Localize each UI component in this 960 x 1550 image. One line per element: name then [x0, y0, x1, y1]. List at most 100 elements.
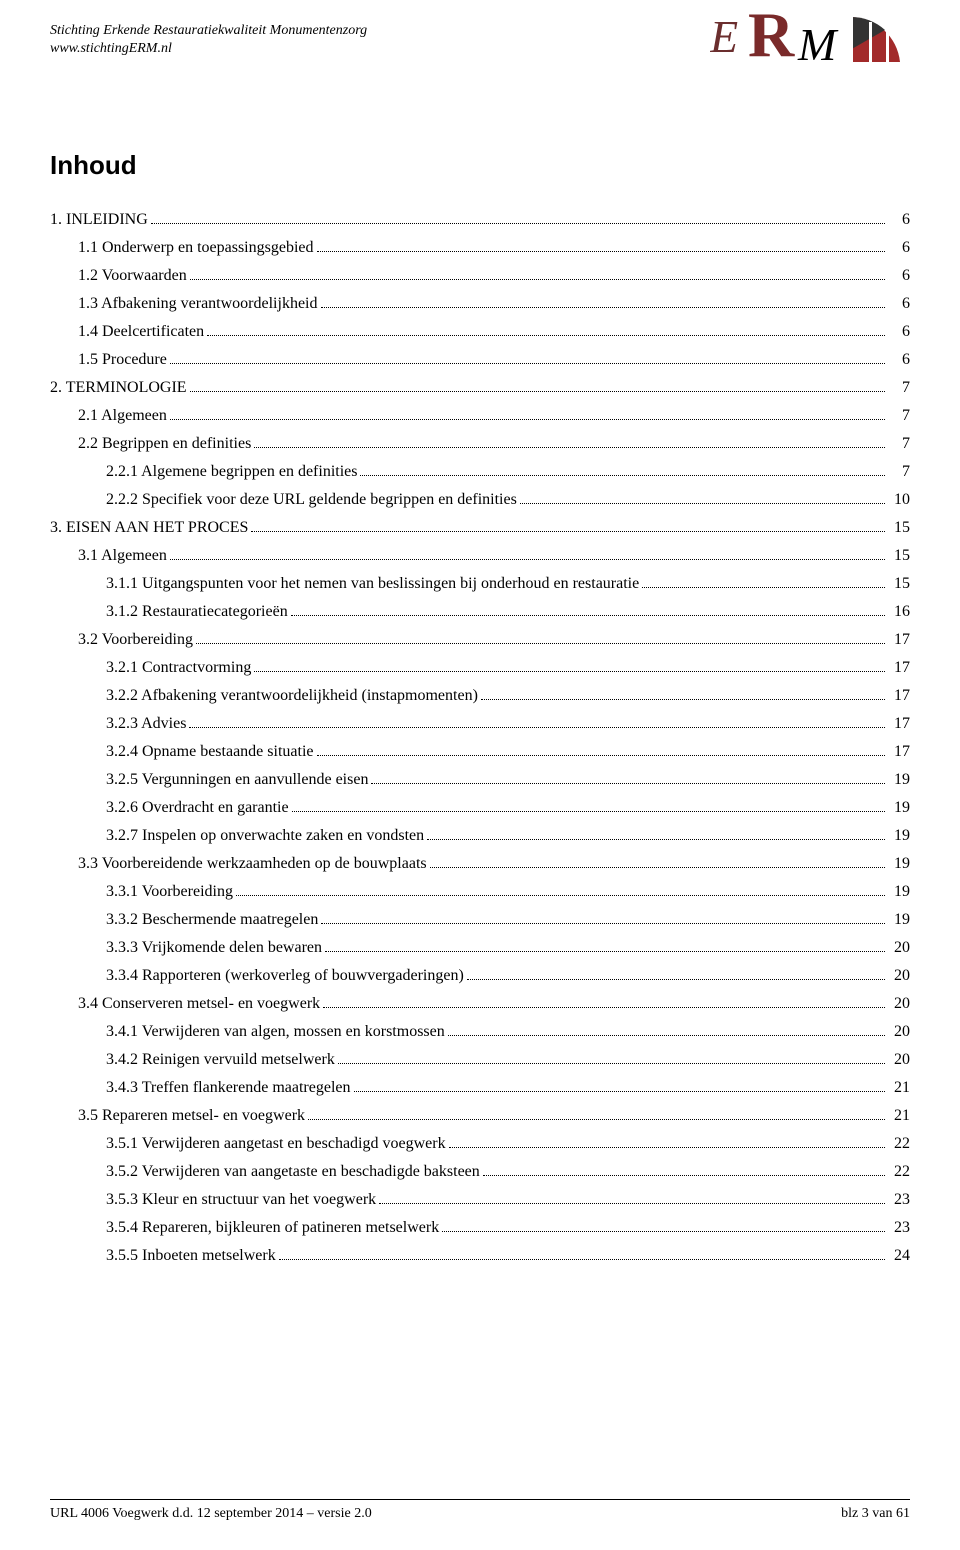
toc-entry[interactable]: 2.2.2 Specifiek voor deze URL geldende b…	[106, 491, 910, 509]
toc-entry[interactable]: 1.5 Procedure 6	[78, 351, 910, 369]
toc-entry[interactable]: 3.1.2 Restauratiecategorieën 16	[106, 603, 910, 621]
toc-entry-page: 21	[888, 1107, 910, 1125]
toc-entry-text: 3.5 Repareren metsel- en voegwerk	[78, 1107, 305, 1125]
toc-entry[interactable]: 3.2.4 Opname bestaande situatie17	[106, 743, 910, 761]
toc-entry-text: 3.3.4 Rapporteren (werkoverleg of bouwve…	[106, 967, 464, 985]
toc-entry[interactable]: 3. EISEN AAN HET PROCES15	[50, 519, 910, 537]
toc-entry-text: 3.4.2 Reinigen vervuild metselwerk	[106, 1051, 335, 1069]
toc-entry-page: 6	[888, 351, 910, 369]
toc-leader-dots	[292, 811, 885, 812]
logo-letter-r-svg: R	[748, 12, 795, 67]
toc-entry-text: 2.2.1 Algemene begrippen en definities	[106, 463, 357, 481]
toc-entry-page: 17	[888, 659, 910, 677]
toc-entry-page: 7	[888, 407, 910, 425]
toc-entry-text: 3.4 Conserveren metsel- en voegwerk	[78, 995, 320, 1013]
toc-entry-text: 1.4 Deelcertificaten	[78, 323, 204, 341]
toc-entry[interactable]: 3.4.3 Treffen flankerende maatregelen21	[106, 1079, 910, 1097]
toc-leader-dots	[291, 615, 885, 616]
toc-entry-text: 3.1.1 Uitgangspunten voor het nemen van …	[106, 575, 639, 593]
toc-entry-text: 3.2.7 Inspelen op onverwachte zaken en v…	[106, 827, 424, 845]
toc-entry[interactable]: 1.4 Deelcertificaten6	[78, 323, 910, 341]
toc-entry[interactable]: 3.3 Voorbereidende werkzaamheden op de b…	[78, 855, 910, 873]
toc-leader-dots	[236, 895, 885, 896]
toc-entry[interactable]: 3.5 Repareren metsel- en voegwerk 21	[78, 1107, 910, 1125]
toc-leader-dots	[254, 671, 885, 672]
toc-entry-page: 22	[888, 1163, 910, 1181]
toc-entry[interactable]: 3.2.6 Overdracht en garantie19	[106, 799, 910, 817]
toc-leader-dots	[189, 727, 885, 728]
toc-entry-page: 17	[888, 631, 910, 649]
toc-entry-text: 2. TERMINOLOGIE	[50, 379, 187, 397]
toc-entry[interactable]: 3.2.3 Advies17	[106, 715, 910, 733]
toc-entry[interactable]: 1.1 Onderwerp en toepassingsgebied6	[78, 239, 910, 257]
toc-entry[interactable]: 3.3.2 Beschermende maatregelen19	[106, 911, 910, 929]
toc-entry-text: 1.2 Voorwaarden	[78, 267, 187, 285]
toc-entry-page: 15	[888, 519, 910, 537]
toc-leader-dots	[467, 979, 885, 980]
toc-entry-page: 22	[888, 1135, 910, 1153]
toc-entry[interactable]: 1.2 Voorwaarden6	[78, 267, 910, 285]
toc-entry-page: 6	[888, 239, 910, 257]
toc-entry[interactable]: 3.5.3 Kleur en structuur van het voegwer…	[106, 1191, 910, 1209]
toc-leader-dots	[207, 335, 885, 336]
toc-entry[interactable]: 3.2.1 Contractvorming 17	[106, 659, 910, 677]
toc-entry-text: 1.5 Procedure	[78, 351, 167, 369]
toc-entry[interactable]: 1. INLEIDING6	[50, 211, 910, 229]
footer: URL 4006 Voegwerk d.d. 12 september 2014…	[50, 1499, 910, 1522]
toc-entry[interactable]: 2.2 Begrippen en definities7	[78, 435, 910, 453]
toc-entry-page: 7	[888, 379, 910, 397]
toc-leader-dots	[449, 1147, 885, 1148]
toc-entry[interactable]: 3.4.2 Reinigen vervuild metselwerk 20	[106, 1051, 910, 1069]
toc-entry-text: 3.4.3 Treffen flankerende maatregelen	[106, 1079, 351, 1097]
toc-entry-text: 3.2.4 Opname bestaande situatie	[106, 743, 314, 761]
toc-entry-text: 3.5.5 Inboeten metselwerk	[106, 1247, 276, 1265]
toc-entry-page: 6	[888, 211, 910, 229]
toc-entry[interactable]: 3.3.4 Rapporteren (werkoverleg of bouwve…	[106, 967, 910, 985]
toc-entry[interactable]: 3.4.1 Verwijderen van algen, mossen en k…	[106, 1023, 910, 1041]
toc-entry[interactable]: 3.3.3 Vrijkomende delen bewaren20	[106, 939, 910, 957]
toc-entry[interactable]: 2.1 Algemeen 7	[78, 407, 910, 425]
toc-entry-text: 3.2.2 Afbakening verantwoordelijkheid (i…	[106, 687, 478, 705]
toc-leader-dots	[279, 1259, 885, 1260]
main-content: Inhoud 1. INLEIDING61.1 Onderwerp en toe…	[50, 150, 910, 1275]
toc-entry-page: 16	[888, 603, 910, 621]
toc-entry[interactable]: 3.5.5 Inboeten metselwerk24	[106, 1247, 910, 1265]
toc-entry[interactable]: 3.5.4 Repareren, bijkleuren of patineren…	[106, 1219, 910, 1237]
toc-entry[interactable]: 2.2.1 Algemene begrippen en definities7	[106, 463, 910, 481]
header-line2: www.stichtingERM.nl	[50, 40, 367, 58]
toc-entry-text: 3.2.1 Contractvorming	[106, 659, 251, 677]
toc-entry-text: 3.3.1 Voorbereiding	[106, 883, 233, 901]
toc-entry[interactable]: 3.5.1 Verwijderen aangetast en beschadig…	[106, 1135, 910, 1153]
toc-entry-text: 3.2.3 Advies	[106, 715, 186, 733]
toc-entry[interactable]: 3.4 Conserveren metsel- en voegwerk 20	[78, 995, 910, 1013]
toc-leader-dots	[354, 1091, 886, 1092]
toc-leader-dots	[642, 587, 885, 588]
toc-entry[interactable]: 3.5.2 Verwijderen van aangetaste en besc…	[106, 1163, 910, 1181]
toc-entry[interactable]: 3.2.5 Vergunningen en aanvullende eisen1…	[106, 771, 910, 789]
logo-letter-e-svg: E	[710, 12, 738, 62]
toc-leader-dots	[170, 363, 885, 364]
toc-entry-page: 20	[888, 1051, 910, 1069]
toc-entry-text: 2.1 Algemeen	[78, 407, 167, 425]
toc-entry[interactable]: 3.2.7 Inspelen op onverwachte zaken en v…	[106, 827, 910, 845]
toc-leader-dots	[308, 1119, 885, 1120]
toc-leader-dots	[427, 839, 885, 840]
toc-entry-text: 2.2.2 Specifiek voor deze URL geldende b…	[106, 491, 517, 509]
toc-entry[interactable]: 3.3.1 Voorbereiding19	[106, 883, 910, 901]
toc-entry[interactable]: 3.2.2 Afbakening verantwoordelijkheid (i…	[106, 687, 910, 705]
footer-left: URL 4006 Voegwerk d.d. 12 september 2014…	[50, 1506, 372, 1522]
toc-entry[interactable]: 2. TERMINOLOGIE 7	[50, 379, 910, 397]
toc-leader-dots	[151, 223, 885, 224]
toc-entry-page: 15	[888, 575, 910, 593]
toc-entry-text: 3.1.2 Restauratiecategorieën	[106, 603, 288, 621]
toc-leader-dots	[317, 251, 886, 252]
footer-right: blz 3 van 61	[841, 1506, 910, 1522]
toc-leader-dots	[442, 1231, 885, 1232]
toc-entry-page: 20	[888, 995, 910, 1013]
toc-leader-dots	[196, 643, 885, 644]
toc-entry-text: 3.2.6 Overdracht en garantie	[106, 799, 289, 817]
toc-entry[interactable]: 1.3 Afbakening verantwoordelijkheid6	[78, 295, 910, 313]
toc-entry[interactable]: 3.1 Algemeen15	[78, 547, 910, 565]
toc-entry[interactable]: 3.2 Voorbereiding17	[78, 631, 910, 649]
toc-entry[interactable]: 3.1.1 Uitgangspunten voor het nemen van …	[106, 575, 910, 593]
